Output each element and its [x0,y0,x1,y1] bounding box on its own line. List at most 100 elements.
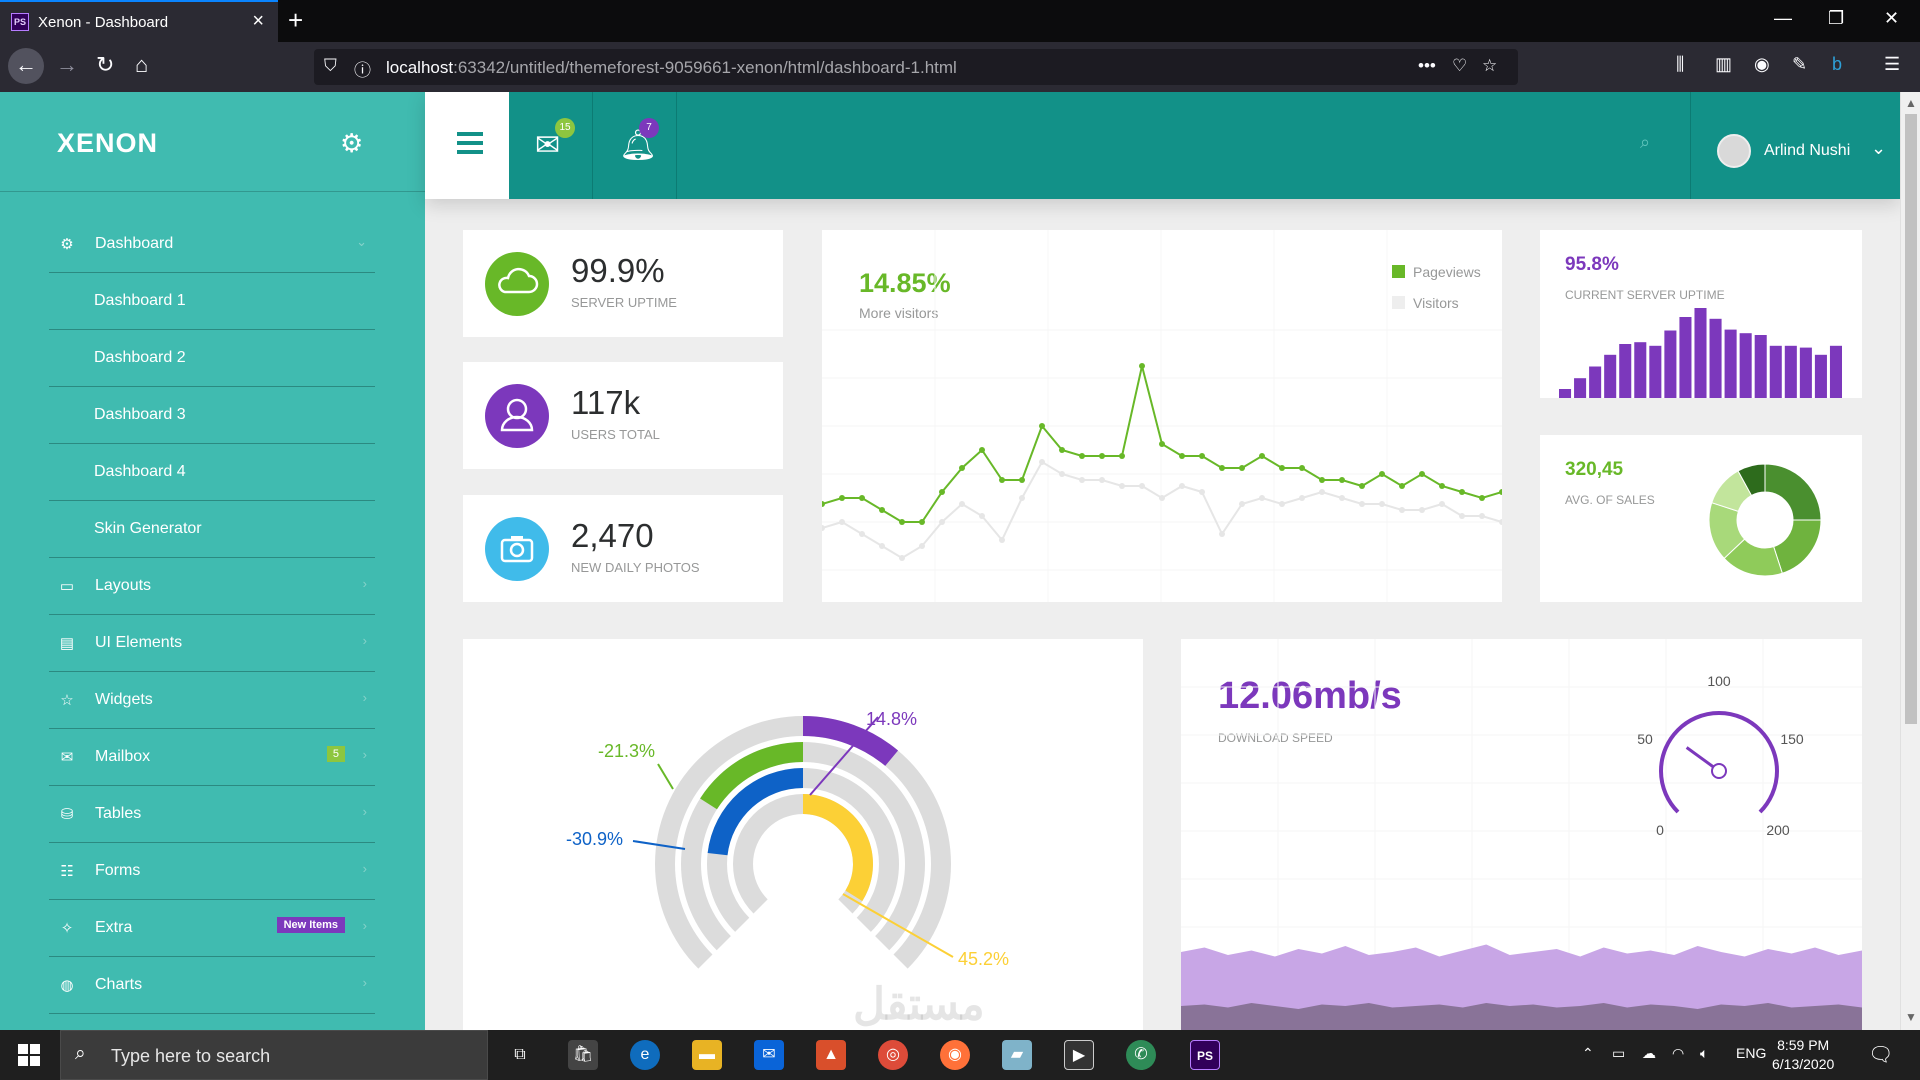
taskbar-search-box[interactable]: ⌕ Type here to search [60,1030,488,1080]
tray-chevron-icon[interactable]: ⌃ [1582,1045,1594,1061]
bar [1619,344,1632,398]
mail-icon[interactable]: ✉ [754,1040,784,1070]
radial-leader-line [632,840,686,850]
file-explorer-icon[interactable]: ▬ [692,1040,722,1070]
weather-icon[interactable]: ☁ [1642,1045,1656,1061]
bar [1799,347,1812,398]
sidebar-item-mailbox[interactable]: ✉ Mailbox 5 › [49,729,375,786]
sidebar-item-dashboard-3[interactable]: Dashboard 3 [49,387,375,444]
url-text[interactable]: localhost:63342/untitled/themeforest-905… [386,58,957,77]
data-point [1279,501,1285,507]
page-scrollbar[interactable]: ▲ ▼ [1900,92,1920,1030]
restore-icon[interactable]: ❐ [1828,8,1845,28]
hamburger-menu-button[interactable] [425,92,509,199]
sidebar-item-label: Layouts [95,577,152,594]
system-clock[interactable]: 8:59 PM 6/13/2020 [1772,1036,1834,1074]
task-view-icon[interactable]: ⧉ [514,1046,526,1063]
menu-icon[interactable]: ☰ [1884,54,1901,74]
shield-icon[interactable]: ⛉ [324,56,337,75]
back-icon[interactable]: ← [8,48,44,84]
battery-icon[interactable]: ▭ [1612,1045,1626,1061]
data-point [999,537,1005,543]
chevron-down-icon: ⌄ [356,234,367,249]
sidebar-item-ui-elements[interactable]: ▤ UI Elements › [49,615,375,672]
matlab-icon[interactable]: ▲ [816,1040,846,1070]
sidebar-item-charts[interactable]: ◍ Charts › [49,957,375,1014]
windows-start-icon[interactable] [18,1044,40,1066]
wifi-icon[interactable]: ◠ [1672,1045,1685,1061]
forward-icon[interactable]: → [56,52,78,77]
sidebar-item-dashboard-4[interactable]: Dashboard 4 [49,444,375,501]
data-point [839,519,845,525]
language-indicator[interactable]: ENG [1736,1045,1767,1061]
hamburger-icon [457,132,483,159]
phpstorm-icon[interactable]: PS [1190,1040,1220,1070]
close-tab-icon[interactable]: × [252,10,264,32]
firefox-icon[interactable]: ◉ [940,1040,970,1070]
notifications-center-icon[interactable]: 🗨︎ [1868,1044,1894,1066]
sidebar-item-skin-generator[interactable]: Skin Generator [49,501,375,558]
minimize-icon[interactable]: — [1774,8,1792,28]
scroll-up-icon[interactable]: ▲ [1905,96,1917,110]
top-header: ✉ 15 🔔︎ 7 ⌕ Arlind Nushi ⌄ [425,92,1900,199]
gear-icon: ⚙ [60,236,74,253]
logo[interactable]: XENON [57,128,159,158]
pocket-icon[interactable]: ♡ [1452,56,1468,75]
bookmark-star-icon[interactable]: ☆ [1482,56,1498,75]
scroll-down-icon[interactable]: ▼ [1905,1010,1917,1024]
edge-icon[interactable]: e [630,1040,660,1070]
browser-tab-active[interactable]: PS Xenon - Dashboard × [0,0,278,42]
stat-label: USERS TOTAL [571,427,660,442]
more-icon[interactable]: ••• [1418,56,1436,75]
sidebar-item-extra[interactable]: ✧ Extra New Items › [49,900,375,957]
search-icon: ⌕ [75,1043,86,1064]
bar [1829,345,1842,398]
clock-time: 8:59 PM [1777,1037,1830,1053]
data-point [919,519,925,525]
data-point [1159,495,1165,501]
sidebar-item-dashboard-2[interactable]: Dashboard 2 [49,330,375,387]
radial-label: -21.3% [598,741,655,761]
data-point [1019,495,1025,501]
sidebar-item-label: Tables [95,805,142,822]
reload-icon[interactable]: ↻ [96,52,115,77]
messages-button[interactable]: ✉ 15 [509,92,593,199]
envelope-icon: ✉ [60,749,74,766]
notifications-button[interactable]: 🔔︎ 7 [593,92,677,199]
user-menu[interactable]: Arlind Nushi ⌄ [1690,92,1900,199]
uptime-bar-chart [1559,308,1842,398]
pen-icon[interactable]: ✎ [1792,54,1808,74]
sidebar-item-forms[interactable]: ☷ Forms › [49,843,375,900]
chevron-right-icon: › [362,918,367,933]
sidebar-item-dashboard[interactable]: ⚙ Dashboard ⌄ [49,216,375,273]
sidebar-toggle-icon[interactable]: ▥ [1715,54,1733,74]
stat-card-uptime: 99.9% SERVER UPTIME [463,230,783,337]
whatsapp-icon[interactable]: ✆ [1126,1040,1156,1070]
chrome-icon[interactable]: ◎ [878,1040,908,1070]
radial-label: 45.2% [958,949,1009,969]
data-point [979,513,985,519]
search-icon[interactable]: ⌕ [1640,132,1651,152]
sidebar-item-dashboard-1[interactable]: Dashboard 1 [49,273,375,330]
library-icon[interactable]: ⫼ [1676,54,1685,74]
account-icon[interactable]: ◉ [1754,54,1770,74]
close-window-icon[interactable]: ✕ [1884,8,1900,28]
notes-app-icon[interactable]: ▰ [1002,1040,1032,1070]
media-player-icon[interactable]: ▶ [1064,1040,1094,1070]
new-tab-icon[interactable]: + [288,5,304,35]
scroll-thumb[interactable] [1905,114,1917,724]
data-point [1319,477,1325,483]
sidebar-item-widgets[interactable]: ☆ Widgets › [49,672,375,729]
gauge-tick-label: 150 [1780,731,1804,747]
bing-icon[interactable]: b [1832,54,1843,74]
settings-gear-icon[interactable]: ⚙ [340,128,364,158]
visitors-line-chart [822,230,1502,602]
store-icon[interactable]: 🛍︎ [568,1040,598,1070]
data-point [859,531,865,537]
home-icon[interactable]: ⌂ [135,52,149,77]
volume-icon[interactable]: 🔈︎ [1700,1045,1709,1061]
sidebar-item-tables[interactable]: ⛁ Tables › [49,786,375,843]
sidebar-item-layouts[interactable]: ▭ Layouts › [49,558,375,615]
info-icon[interactable]: ⓘ [354,61,371,80]
url-bar[interactable]: ⛉ ⓘ localhost:63342/untitled/themeforest… [314,49,1518,85]
